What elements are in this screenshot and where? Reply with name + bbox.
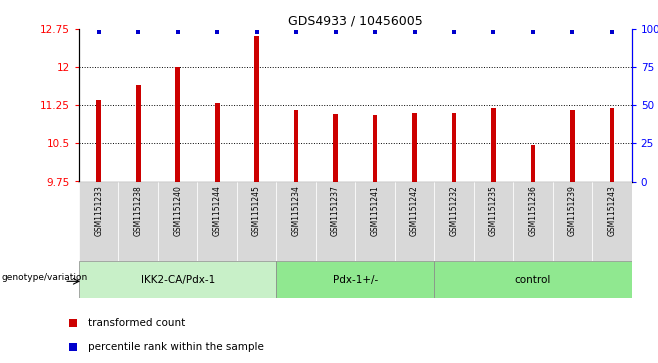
Bar <box>372 115 378 182</box>
Bar <box>96 100 101 182</box>
Bar <box>118 182 158 261</box>
Text: Pdx-1+/-: Pdx-1+/- <box>333 274 378 285</box>
Bar <box>79 261 276 298</box>
Text: transformed count: transformed count <box>88 318 185 328</box>
Text: GSM1151240: GSM1151240 <box>173 185 182 236</box>
Text: GSM1151236: GSM1151236 <box>528 185 538 236</box>
Bar <box>276 182 316 261</box>
Text: genotype/variation: genotype/variation <box>2 273 88 282</box>
Bar <box>197 182 237 261</box>
Bar <box>175 67 180 182</box>
Text: GSM1151238: GSM1151238 <box>134 185 143 236</box>
Text: IKK2-CA/Pdx-1: IKK2-CA/Pdx-1 <box>141 274 215 285</box>
Bar <box>136 85 141 182</box>
Bar <box>79 182 118 261</box>
Text: GSM1151243: GSM1151243 <box>607 185 617 236</box>
Bar <box>434 261 632 298</box>
Bar <box>592 182 632 261</box>
Bar <box>333 114 338 182</box>
Text: percentile rank within the sample: percentile rank within the sample <box>88 342 263 352</box>
Text: GSM1151233: GSM1151233 <box>94 185 103 236</box>
Text: GSM1151232: GSM1151232 <box>449 185 459 236</box>
Bar <box>237 182 276 261</box>
Bar <box>570 110 575 182</box>
Text: GSM1151245: GSM1151245 <box>252 185 261 236</box>
Bar <box>395 182 434 261</box>
Bar <box>158 182 197 261</box>
Bar <box>530 145 536 182</box>
Bar <box>434 182 474 261</box>
Bar <box>316 182 355 261</box>
Text: GSM1151235: GSM1151235 <box>489 185 498 236</box>
Bar <box>412 113 417 182</box>
Text: control: control <box>515 274 551 285</box>
Text: GSM1151234: GSM1151234 <box>291 185 301 236</box>
Text: GSM1151244: GSM1151244 <box>213 185 222 236</box>
Bar <box>553 182 592 261</box>
Bar <box>254 36 259 182</box>
Bar <box>276 261 434 298</box>
Bar <box>293 110 299 182</box>
Text: GSM1151242: GSM1151242 <box>410 185 419 236</box>
Bar <box>215 103 220 182</box>
Bar <box>474 182 513 261</box>
Text: GSM1151241: GSM1151241 <box>370 185 380 236</box>
Bar <box>355 182 395 261</box>
Text: GSM1151237: GSM1151237 <box>331 185 340 236</box>
Bar <box>451 113 457 182</box>
Title: GDS4933 / 10456005: GDS4933 / 10456005 <box>288 15 422 28</box>
Bar <box>513 182 553 261</box>
Bar <box>609 108 615 182</box>
Text: GSM1151239: GSM1151239 <box>568 185 577 236</box>
Bar <box>491 108 496 182</box>
